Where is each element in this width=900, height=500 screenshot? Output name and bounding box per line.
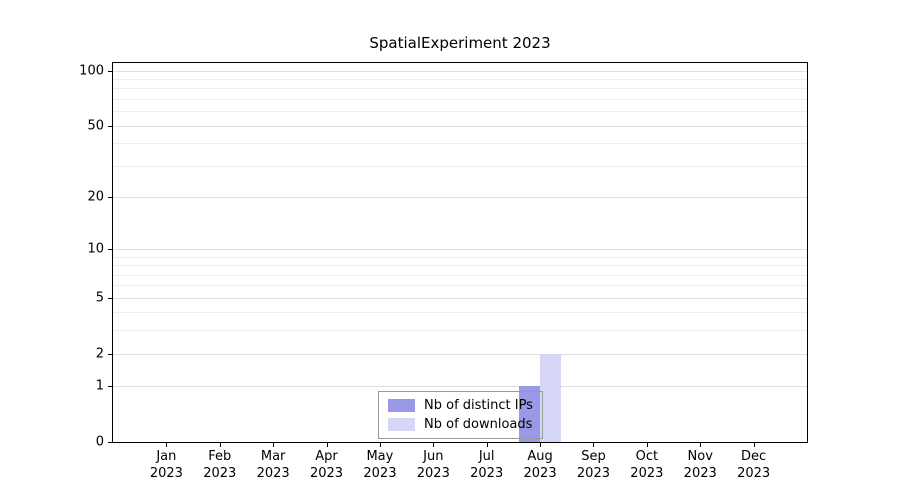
- x-tick-label-line: Nov: [687, 449, 713, 464]
- y-tick-mark: [108, 297, 112, 299]
- major-gridline: [113, 125, 807, 127]
- x-tick-mark: [593, 443, 595, 447]
- x-tick-mark: [753, 443, 755, 447]
- legend-label: Nb of downloads: [424, 417, 533, 432]
- minor-gridline: [113, 256, 807, 258]
- y-axis: 0 1 2 5 10 20 50 100: [0, 0, 112, 500]
- y-tick-mark: [108, 196, 112, 198]
- minor-gridline: [113, 265, 807, 267]
- x-tick-label-line: Aug: [527, 449, 553, 464]
- x-tick-label-line: 2023: [149, 466, 183, 481]
- minor-gridline: [113, 78, 807, 80]
- minor-gridline: [113, 330, 807, 332]
- legend-entry: Nb of distinct IPs: [388, 398, 533, 413]
- bar: [540, 353, 562, 442]
- x-tick-label: Oct 2023: [617, 448, 677, 482]
- x-tick-label: Apr 2023: [297, 448, 357, 482]
- legend-label: Nb of distinct IPs: [424, 398, 533, 413]
- x-tick-label: Aug 2023: [510, 448, 570, 482]
- bar: [519, 386, 541, 442]
- legend: Nb of distinct IPs Nb of downloads: [378, 391, 543, 439]
- y-tick-label: 20: [87, 189, 104, 205]
- x-tick-label-line: 2023: [470, 466, 504, 481]
- x-tick-mark: [646, 443, 648, 447]
- x-tick-mark: [273, 443, 275, 447]
- x-tick-label-line: 2023: [683, 466, 717, 481]
- major-gridline: [113, 70, 807, 72]
- y-tick-label: 5: [95, 290, 104, 306]
- y-tick-mark: [108, 386, 112, 388]
- x-tick-mark: [700, 443, 702, 447]
- y-tick-mark: [108, 442, 112, 443]
- y-tick-label: 100: [79, 63, 104, 79]
- major-gridline: [113, 297, 807, 299]
- chart-title: SpatialExperiment 2023: [369, 34, 551, 52]
- x-tick-label-line: Jul: [478, 449, 495, 464]
- x-tick-label: Jan 2023: [136, 448, 196, 482]
- x-tick-mark: [486, 443, 488, 447]
- x-tick-label: Jul 2023: [457, 448, 517, 482]
- major-gridline: [113, 386, 807, 388]
- y-tick-mark: [108, 249, 112, 251]
- x-tick-mark: [326, 443, 328, 447]
- major-gridline: [113, 353, 807, 355]
- minor-gridline: [113, 274, 807, 276]
- x-tick-mark: [166, 443, 168, 447]
- y-tick-label: 2: [95, 346, 104, 362]
- x-tick-label-line: 2023: [256, 466, 290, 481]
- x-tick-mark: [219, 443, 221, 447]
- x-tick-label: Nov 2023: [670, 448, 730, 482]
- x-tick-label: Feb 2023: [190, 448, 250, 482]
- x-tick-label-line: Mar: [260, 449, 286, 464]
- x-tick-label-line: Feb: [208, 449, 232, 464]
- x-tick-label: Sep 2023: [563, 448, 623, 482]
- legend-swatch: [388, 399, 415, 412]
- x-tick-label-line: Oct: [635, 449, 659, 464]
- x-tick-label-line: 2023: [576, 466, 610, 481]
- x-tick-label-line: 2023: [203, 466, 237, 481]
- minor-gridline: [113, 143, 807, 145]
- x-tick-label-line: 2023: [737, 466, 771, 481]
- legend-entry: Nb of downloads: [388, 417, 533, 432]
- x-tick-mark: [540, 443, 542, 447]
- x-tick-label-line: 2023: [630, 466, 664, 481]
- y-tick-mark: [108, 70, 112, 72]
- x-tick-label-line: 2023: [523, 466, 557, 481]
- major-gridline: [113, 249, 807, 251]
- x-tick-label-line: Jun: [423, 449, 444, 464]
- legend-swatch: [388, 418, 415, 431]
- minor-gridline: [113, 98, 807, 100]
- x-tick-label: May 2023: [350, 448, 410, 482]
- minor-gridline: [113, 165, 807, 167]
- x-tick-label: Dec 2023: [724, 448, 784, 482]
- x-tick-label-line: 2023: [309, 466, 344, 481]
- x-tick-label-line: Dec: [741, 449, 767, 464]
- x-tick-label-line: Apr: [315, 449, 338, 464]
- minor-gridline: [113, 312, 807, 314]
- x-tick-mark: [433, 443, 435, 447]
- x-tick-label: Jun 2023: [403, 448, 463, 482]
- x-tick-label-line: 2023: [363, 466, 397, 481]
- minor-gridline: [113, 88, 807, 90]
- y-tick-mark: [108, 353, 112, 355]
- minor-gridline: [113, 111, 807, 113]
- plot-area: Nb of distinct IPs Nb of downloads: [112, 62, 808, 443]
- minor-gridline: [113, 285, 807, 287]
- x-tick-label-line: Sep: [581, 449, 606, 464]
- x-tick-label: Mar 2023: [243, 448, 303, 482]
- y-tick-label: 10: [87, 241, 104, 257]
- x-tick-mark: [379, 443, 381, 447]
- y-tick-label: 1: [95, 378, 104, 394]
- y-tick-label: 50: [87, 118, 104, 134]
- x-tick-label-line: May: [366, 449, 394, 464]
- y-tick-label: 0: [95, 434, 104, 450]
- x-tick-label-line: Jan: [156, 449, 177, 464]
- x-tick-label-line: 2023: [416, 466, 450, 481]
- y-tick-mark: [108, 125, 112, 127]
- major-gridline: [113, 196, 807, 198]
